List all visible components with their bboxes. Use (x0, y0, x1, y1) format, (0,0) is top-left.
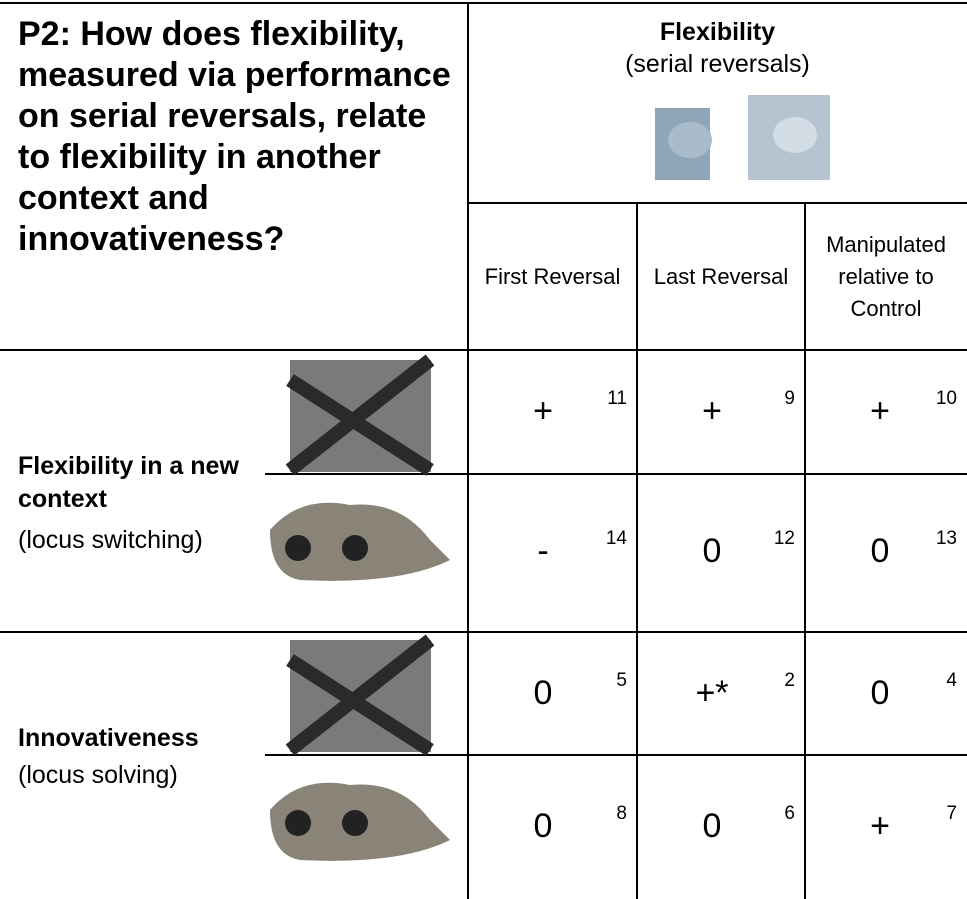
cell-sign: + (870, 392, 890, 430)
question: P2: How does flexibility, measured via p… (18, 15, 451, 258)
cell-reference: 10 (935, 388, 957, 409)
row-label: Flexibility in a new context (18, 452, 239, 513)
cell-reference: 11 (607, 388, 627, 409)
column-header: First Reversal (484, 263, 621, 289)
tube (773, 117, 817, 153)
cell-sign: 0 (533, 674, 553, 712)
cell-sign: +* (695, 674, 729, 712)
cell-sign: 0 (702, 807, 722, 845)
photo-log-2 (270, 782, 450, 861)
header-subtitle: (serial reversals) (625, 50, 810, 78)
photo-log-1 (270, 502, 450, 581)
cell-sign: - (537, 532, 549, 570)
column-header: Manipulated relative to Control (826, 231, 946, 321)
photo-detail (285, 810, 311, 836)
photo-detail (285, 535, 311, 561)
photo-detail (342, 535, 368, 561)
cell-reference: 5 (616, 670, 627, 691)
cell-reference: 9 (784, 388, 795, 409)
row-label: Innovativeness (18, 724, 199, 752)
header-title: Flexibility (659, 18, 776, 46)
photo-detail (342, 810, 368, 836)
photo-switch-2 (285, 634, 435, 756)
photo-detail (285, 634, 435, 756)
cell-reference: 4 (946, 670, 957, 691)
cell-sign: + (702, 392, 722, 430)
cell-sign: + (870, 807, 890, 845)
cell-reference: 14 (605, 528, 627, 549)
cell-sign: 0 (870, 674, 890, 712)
row-sublabel: (locus switching) (18, 526, 203, 554)
cell-reference: 12 (773, 528, 795, 549)
cell-sign: 0 (870, 532, 890, 570)
column-header: Last Reversal (653, 263, 789, 289)
row-sublabel: (locus solving) (18, 761, 178, 789)
cell-reference: 6 (784, 803, 795, 824)
cell-reference: 13 (935, 528, 957, 549)
cell-reference: 8 (616, 803, 627, 824)
cell-sign: 0 (533, 807, 553, 845)
cell-sign: + (533, 392, 553, 430)
cell-sign: 0 (702, 532, 722, 570)
photo-detail (285, 354, 435, 476)
tube (668, 122, 712, 158)
cell-reference: 2 (784, 670, 795, 691)
photo-switch-1 (285, 354, 435, 476)
cell-reference: 7 (946, 803, 957, 824)
apparatus-icon (655, 95, 830, 180)
